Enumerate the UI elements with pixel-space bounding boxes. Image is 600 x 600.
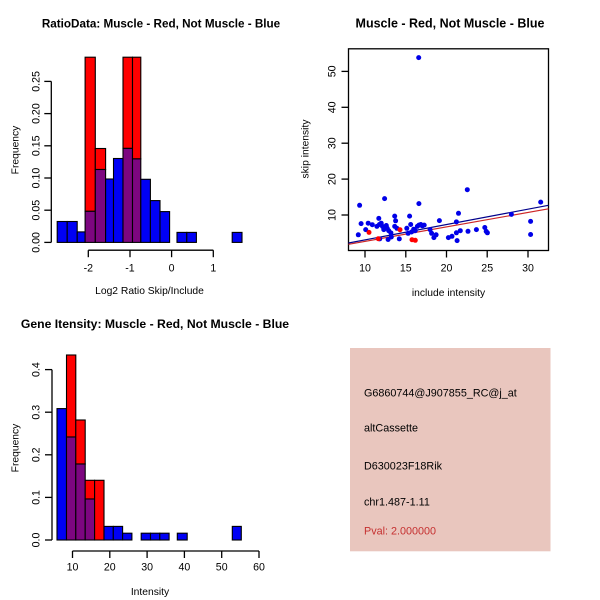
- svg-text:30: 30: [141, 562, 153, 574]
- svg-text:0: 0: [169, 263, 175, 275]
- svg-text:15: 15: [400, 263, 412, 275]
- svg-text:1: 1: [210, 263, 216, 275]
- svg-text:Log2 Ratio Skip/Include: Log2 Ratio Skip/Include: [95, 286, 204, 297]
- svg-text:40: 40: [179, 562, 191, 574]
- svg-text:0.05: 0.05: [31, 200, 43, 221]
- svg-text:include intensity: include intensity: [412, 288, 486, 299]
- svg-text:0.15: 0.15: [31, 135, 43, 156]
- svg-text:0.4: 0.4: [31, 362, 43, 377]
- svg-text:20: 20: [104, 562, 116, 574]
- svg-text:30: 30: [522, 263, 534, 275]
- svg-text:0.3: 0.3: [31, 405, 43, 420]
- svg-text:G6860744@J907855_RC@j_at: G6860744@J907855_RC@j_at: [364, 388, 517, 400]
- svg-text:10: 10: [67, 562, 79, 574]
- svg-text:Intensity: Intensity: [131, 587, 170, 598]
- svg-text:altCassette: altCassette: [364, 423, 418, 435]
- svg-text:0.25: 0.25: [31, 71, 43, 92]
- svg-text:0.1: 0.1: [31, 490, 43, 505]
- svg-text:D630023F18Rik: D630023F18Rik: [364, 461, 443, 473]
- svg-text:RatioData: Muscle - Red, Not M: RatioData: Muscle - Red, Not Muscle - Bl…: [42, 18, 281, 31]
- svg-text:60: 60: [253, 562, 265, 574]
- svg-text:chr1.487-1.11: chr1.487-1.11: [364, 497, 430, 509]
- svg-text:-2: -2: [84, 263, 94, 275]
- svg-text:50: 50: [216, 562, 228, 574]
- svg-text:10: 10: [327, 209, 339, 221]
- svg-text:0.00: 0.00: [31, 232, 43, 253]
- svg-text:Frequency: Frequency: [11, 423, 22, 473]
- svg-text:0.20: 0.20: [31, 103, 43, 124]
- svg-text:20: 20: [327, 173, 339, 185]
- svg-text:0.10: 0.10: [31, 168, 43, 189]
- svg-text:25: 25: [481, 263, 493, 275]
- svg-text:50: 50: [327, 65, 339, 77]
- svg-text:20: 20: [441, 263, 453, 275]
- svg-text:10: 10: [359, 263, 371, 275]
- svg-text:0.2: 0.2: [31, 447, 43, 462]
- svg-text:-1: -1: [125, 263, 135, 275]
- svg-text:Muscle - Red, Not Muscle - Blu: Muscle - Red, Not Muscle - Blue: [356, 17, 545, 31]
- svg-text:0.0: 0.0: [31, 533, 43, 548]
- svg-text:skip intensity: skip intensity: [301, 119, 312, 179]
- svg-text:Gene Itensity: Muscle - Red, N: Gene Itensity: Muscle - Red, Not Muscle …: [21, 317, 289, 331]
- svg-text:30: 30: [327, 137, 339, 149]
- svg-text:40: 40: [327, 101, 339, 113]
- svg-text:Pval: 2.000000: Pval: 2.000000: [364, 526, 436, 538]
- svg-text:Frequency: Frequency: [11, 125, 22, 175]
